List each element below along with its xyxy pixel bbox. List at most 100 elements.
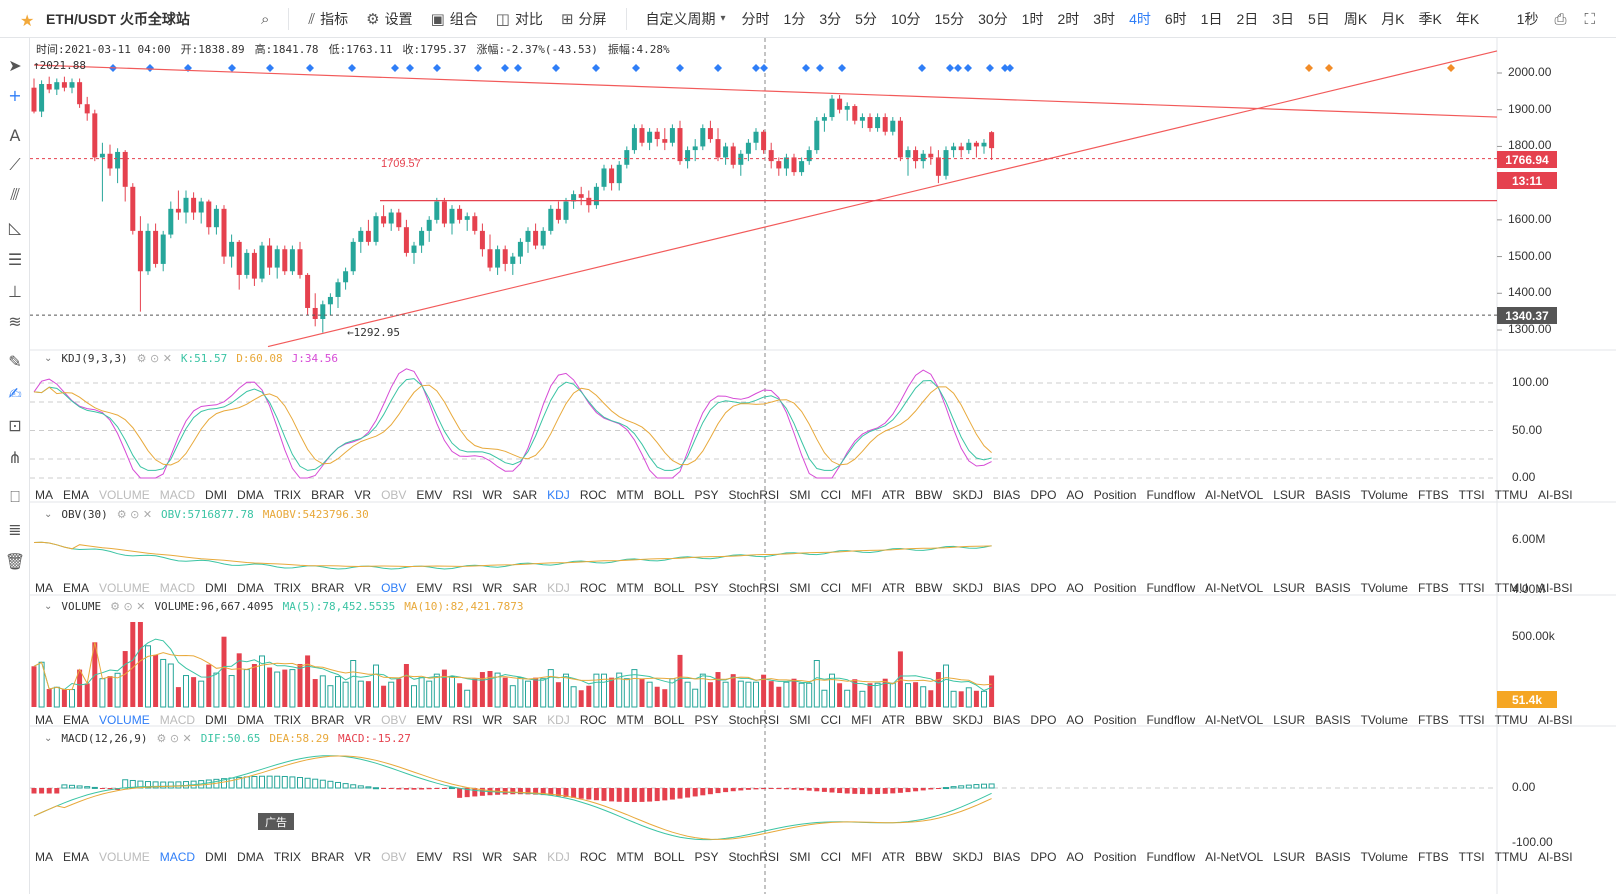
indicator-tab-position[interactable]: Position — [1093, 581, 1137, 595]
bookmark-icon[interactable]: ⎕ — [10, 487, 20, 506]
collapse-icon[interactable]: ⌄ — [44, 353, 53, 364]
indicator-tab-ema[interactable]: EMA — [63, 488, 90, 502]
indicator-tab-smi[interactable]: SMI — [789, 713, 811, 727]
indicator-tab-basis[interactable]: BASIS — [1315, 713, 1351, 727]
screenshot-button[interactable]: ⎙ — [1545, 0, 1575, 38]
indicator-tab-fundflow[interactable]: Fundflow — [1146, 581, 1196, 595]
indicator-tab-bias[interactable]: BIAS — [993, 581, 1021, 595]
indicator-tab-ftbs[interactable]: FTBS — [1417, 488, 1449, 502]
indicator-tab-obv[interactable]: OBV — [381, 713, 407, 727]
indicator-tab-ao[interactable]: AO — [1066, 581, 1084, 595]
indicator-tab-ftbs[interactable]: FTBS — [1417, 581, 1449, 595]
indicator-tab-trix[interactable]: TRIX — [273, 581, 302, 595]
indicator-tab-ttmu[interactable]: TTMU — [1494, 488, 1528, 502]
indicator-tab-emv[interactable]: EMV — [416, 850, 443, 864]
trendline-tool-icon[interactable]: ⟋ — [9, 155, 21, 174]
edit-list-icon[interactable]: ≣ — [8, 519, 22, 539]
horizontal-lines-icon[interactable]: ☰ — [7, 249, 23, 269]
indicator-tab-smi[interactable]: SMI — [789, 581, 811, 595]
indicator-tab-macd[interactable]: MACD — [159, 850, 196, 864]
period-18[interactable]: 季K — [1418, 10, 1442, 27]
indicator-tab-volume[interactable]: VOLUME — [99, 488, 150, 502]
indicator-tab-bbw[interactable]: BBW — [915, 850, 943, 864]
indicator-tab-wr[interactable]: WR — [482, 581, 503, 595]
indicator-tab-ma[interactable]: MA — [35, 488, 53, 502]
crosshair-icon[interactable]: + — [8, 85, 22, 105]
indicator-tab-obv[interactable]: OBV — [381, 488, 407, 502]
collapse-icon[interactable]: ⌄ — [44, 733, 53, 744]
period-11[interactable]: 6时 — [1164, 10, 1187, 27]
indicator-tab-ai-netvol[interactable]: AI-NetVOL — [1205, 713, 1264, 727]
indicator-tab-stochrsi[interactable]: StochRSI — [728, 488, 780, 502]
combine-button[interactable]: ▣ 组合 — [422, 0, 487, 38]
indicator-tab-obv[interactable]: OBV — [381, 850, 407, 864]
indicator-tab-dpo[interactable]: DPO — [1030, 488, 1057, 502]
magnet-icon[interactable]: ⋔ — [8, 447, 22, 467]
indicator-tab-atr[interactable]: ATR — [881, 581, 906, 595]
settings-button[interactable]: ⚙ 设置 — [357, 0, 421, 38]
indicator-tab-tvolume[interactable]: TVolume — [1360, 488, 1408, 502]
wave-tool-icon[interactable]: ≋ — [8, 311, 22, 331]
indicator-tab-brar[interactable]: BRAR — [311, 850, 345, 864]
period-9[interactable]: 3时 — [1093, 10, 1116, 27]
indicator-tab-position[interactable]: Position — [1093, 488, 1137, 502]
indicator-tab-kdj[interactable]: KDJ — [547, 581, 570, 595]
indicator-tab-psy[interactable]: PSY — [694, 581, 719, 595]
period-0[interactable]: 分时 — [741, 10, 770, 27]
symbol-selector[interactable]: ★ ETH/USDT 火币全球站 — [0, 0, 252, 38]
text-tool-icon[interactable]: A — [9, 125, 21, 145]
indicator-tab-ftbs[interactable]: FTBS — [1417, 713, 1449, 727]
indicator-tab-emv[interactable]: EMV — [416, 488, 443, 502]
ad-label[interactable]: 广告 — [258, 813, 294, 830]
collapse-icon[interactable]: ⌄ — [44, 601, 53, 612]
indicator-tab-bias[interactable]: BIAS — [993, 713, 1021, 727]
indicator-tab-stochrsi[interactable]: StochRSI — [728, 581, 780, 595]
cursor-arrow-icon[interactable]: ➤ — [8, 55, 22, 75]
indicator-tab-fundflow[interactable]: Fundflow — [1146, 488, 1196, 502]
indicator-tab-dmi[interactable]: DMI — [205, 488, 228, 502]
indicator-tab-sar[interactable]: SAR — [512, 850, 538, 864]
indicator-tab-dma[interactable]: DMA — [237, 581, 264, 595]
indicator-tab-skdj[interactable]: SKDJ — [952, 488, 984, 502]
indicator-tab-dpo[interactable]: DPO — [1030, 713, 1057, 727]
indicator-tab-cci[interactable]: CCI — [820, 581, 842, 595]
indicator-tab-dmi[interactable]: DMI — [205, 581, 228, 595]
indicator-tab-atr[interactable]: ATR — [881, 488, 906, 502]
custom-period-dropdown[interactable]: 自定义周期 ▾ — [637, 0, 735, 38]
indicator-tab-ai-netvol[interactable]: AI-NetVOL — [1205, 850, 1264, 864]
indicator-tab-lsur[interactable]: LSUR — [1273, 850, 1306, 864]
indicator-tab-obv[interactable]: OBV — [381, 581, 407, 595]
indicator-tab-roc[interactable]: ROC — [579, 581, 607, 595]
indicator-tab-macd[interactable]: MACD — [159, 581, 196, 595]
measure-tool-icon[interactable]: ⊥ — [8, 281, 22, 301]
indicator-tab-tvolume[interactable]: TVolume — [1360, 581, 1408, 595]
period-6[interactable]: 30分 — [978, 10, 1008, 27]
indicator-tab-position[interactable]: Position — [1093, 850, 1137, 864]
indicator-tab-ttsi[interactable]: TTSI — [1458, 581, 1485, 595]
indicator-tab-boll[interactable]: BOLL — [653, 581, 685, 595]
indicator-tab-tvolume[interactable]: TVolume — [1360, 713, 1408, 727]
indicator-tab-bias[interactable]: BIAS — [993, 850, 1021, 864]
indicator-tab-rsi[interactable]: RSI — [452, 488, 473, 502]
indicator-tab-ai-bsi[interactable]: AI-BSI — [1537, 581, 1573, 595]
indicator-tab-boll[interactable]: BOLL — [653, 850, 685, 864]
trash-icon[interactable]: 🗑 — [4, 551, 26, 571]
ruler-icon[interactable]: ✎ — [8, 351, 22, 371]
indicator-tab-sar[interactable]: SAR — [512, 713, 538, 727]
indicator-tab-roc[interactable]: ROC — [579, 713, 607, 727]
indicator-tab-brar[interactable]: BRAR — [311, 713, 345, 727]
period-3[interactable]: 5分 — [855, 10, 877, 27]
indicator-tab-brar[interactable]: BRAR — [311, 488, 345, 502]
indicator-tab-rsi[interactable]: RSI — [452, 581, 473, 595]
period-15[interactable]: 5日 — [1308, 10, 1330, 27]
indicator-tab-ai-bsi[interactable]: AI-BSI — [1537, 850, 1573, 864]
period-5[interactable]: 15分 — [934, 10, 965, 27]
indicator-tab-ttmu[interactable]: TTMU — [1494, 850, 1528, 864]
indicator-tab-volume[interactable]: VOLUME — [99, 850, 150, 864]
indicator-tab-ma[interactable]: MA — [35, 850, 53, 864]
lock-icon[interactable]: ⊡ — [8, 415, 22, 435]
period-1[interactable]: 1分 — [783, 10, 806, 27]
indicator-tab-ao[interactable]: AO — [1066, 488, 1084, 502]
trendlines[interactable] — [30, 50, 1498, 348]
indicator-tab-ao[interactable]: AO — [1066, 713, 1084, 727]
